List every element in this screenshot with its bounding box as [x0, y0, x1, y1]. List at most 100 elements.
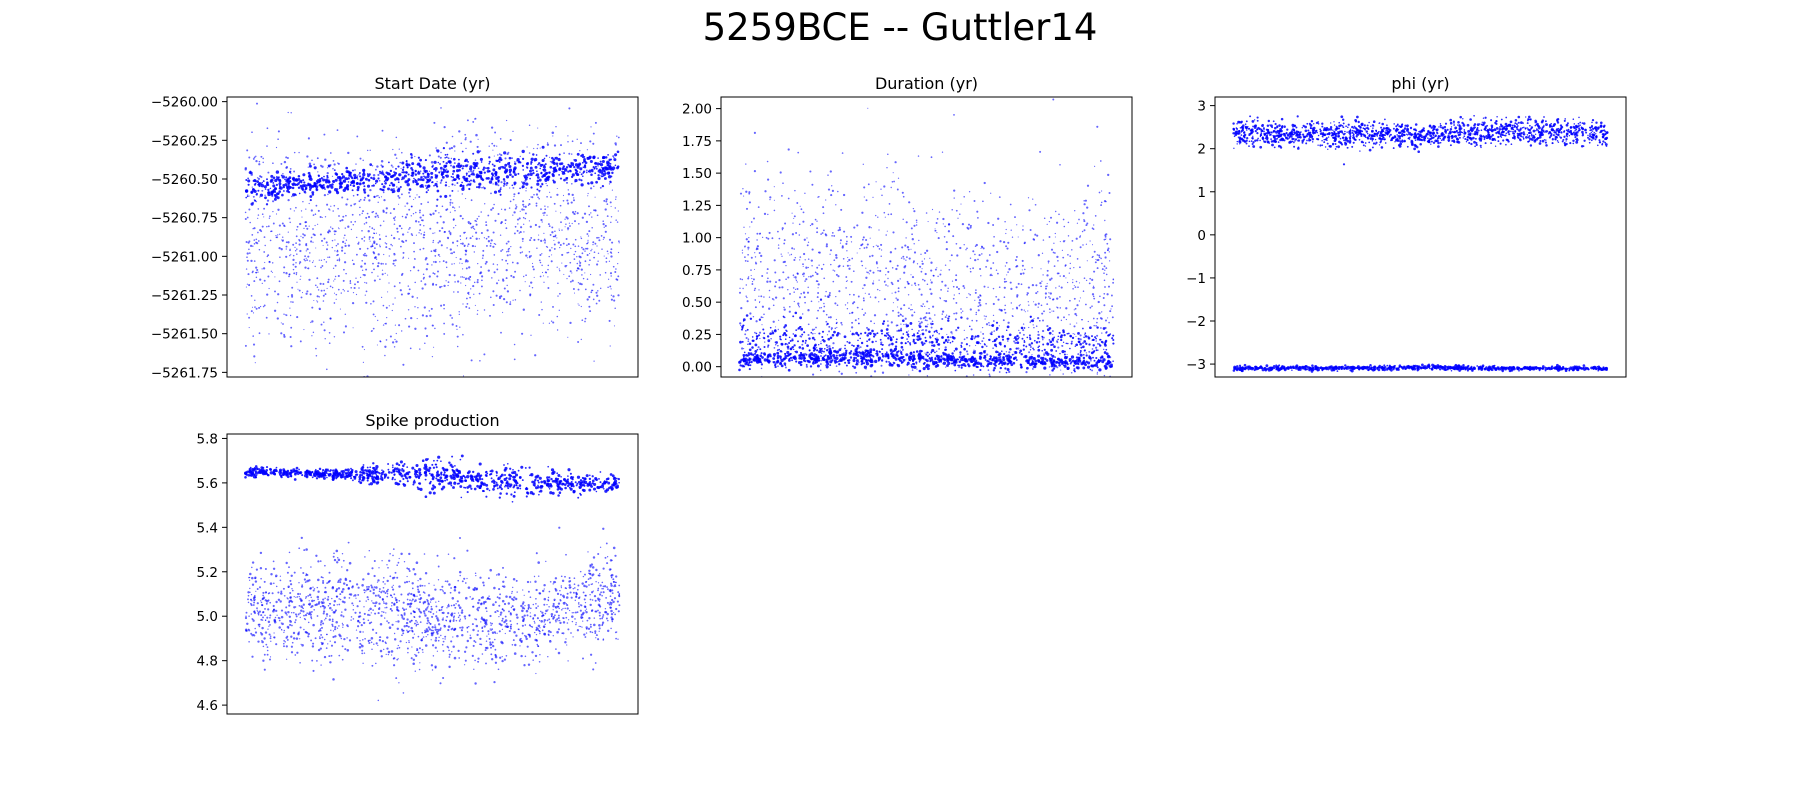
- data-point: [1105, 340, 1107, 342]
- data-point: [352, 189, 354, 191]
- data-point: [506, 277, 508, 279]
- data-point: [451, 190, 453, 192]
- data-point: [563, 179, 566, 182]
- data-point: [469, 223, 471, 225]
- data-point: [763, 337, 765, 339]
- data-point: [1064, 365, 1067, 368]
- data-point: [470, 288, 471, 289]
- data-point: [336, 250, 338, 252]
- data-point: [1041, 361, 1043, 363]
- data-point: [363, 188, 366, 191]
- data-point: [353, 184, 356, 187]
- data-point: [1106, 274, 1108, 276]
- data-point: [617, 150, 620, 153]
- data-point: [493, 204, 495, 206]
- data-point: [868, 183, 870, 185]
- data-point: [311, 159, 313, 161]
- data-point: [466, 298, 468, 300]
- data-point: [947, 341, 949, 343]
- data-point: [392, 341, 394, 343]
- data-point: [468, 307, 470, 309]
- data-point: [490, 209, 492, 211]
- data-point: [307, 248, 309, 250]
- data-point: [373, 328, 375, 330]
- data-point: [511, 157, 513, 159]
- data-point: [823, 303, 825, 305]
- data-point: [391, 235, 392, 236]
- data-point: [381, 196, 382, 197]
- data-point: [424, 283, 426, 285]
- data-point: [494, 271, 496, 273]
- data-point: [761, 356, 764, 359]
- data-point: [790, 340, 792, 342]
- y-tick-label: −5261.75: [151, 365, 218, 381]
- data-point: [462, 334, 464, 336]
- data-point: [347, 152, 349, 154]
- data-point: [805, 278, 807, 280]
- data-point: [274, 290, 276, 292]
- data-point: [1095, 340, 1097, 342]
- data-point: [448, 230, 450, 232]
- data-point: [528, 175, 529, 176]
- data-point: [525, 281, 526, 282]
- data-point: [461, 188, 464, 191]
- data-point: [929, 335, 931, 337]
- data-point: [432, 181, 434, 183]
- data-point: [334, 169, 336, 171]
- data-point: [397, 231, 399, 233]
- data-point: [982, 200, 984, 202]
- data-point: [612, 295, 614, 297]
- data-point: [823, 358, 826, 361]
- data-point: [373, 300, 375, 302]
- data-point: [483, 186, 485, 188]
- data-point: [424, 342, 426, 344]
- data-point: [987, 222, 989, 224]
- data-point: [1039, 341, 1041, 343]
- data-point: [1104, 252, 1106, 254]
- data-point: [457, 280, 459, 282]
- data-point: [392, 166, 394, 168]
- data-point: [597, 214, 599, 216]
- data-point: [537, 128, 538, 129]
- data-point: [247, 260, 249, 262]
- data-point: [922, 303, 924, 305]
- data-point: [593, 209, 595, 211]
- data-point: [316, 277, 318, 279]
- data-point: [364, 240, 366, 242]
- data-point: [769, 332, 772, 335]
- data-point: [1022, 398, 1024, 400]
- data-point: [302, 237, 304, 239]
- data-point: [329, 332, 331, 334]
- data-point: [882, 378, 883, 379]
- data-point: [379, 278, 381, 280]
- data-point: [1086, 354, 1088, 356]
- data-point: [317, 295, 319, 297]
- data-point: [521, 181, 523, 183]
- data-point: [433, 261, 435, 263]
- data-point: [321, 265, 323, 267]
- data-point: [806, 366, 808, 368]
- data-point: [865, 268, 866, 269]
- data-point: [575, 173, 576, 174]
- data-point: [536, 183, 539, 186]
- data-point: [396, 137, 398, 139]
- data-point: [1101, 332, 1102, 333]
- data-point: [482, 257, 484, 259]
- data-point: [569, 223, 570, 224]
- data-point: [348, 181, 350, 183]
- data-point: [1010, 204, 1012, 206]
- data-point: [315, 284, 317, 286]
- data-point: [816, 317, 818, 319]
- data-point: [269, 218, 270, 219]
- data-point: [395, 340, 397, 342]
- data-point: [269, 215, 271, 217]
- data-point: [763, 296, 765, 298]
- data-point: [591, 249, 592, 250]
- data-point: [574, 159, 577, 162]
- data-point: [871, 255, 873, 257]
- data-point: [346, 240, 347, 241]
- data-point: [1051, 365, 1054, 368]
- data-point: [866, 334, 869, 337]
- data-point: [451, 158, 452, 159]
- data-point: [513, 276, 515, 278]
